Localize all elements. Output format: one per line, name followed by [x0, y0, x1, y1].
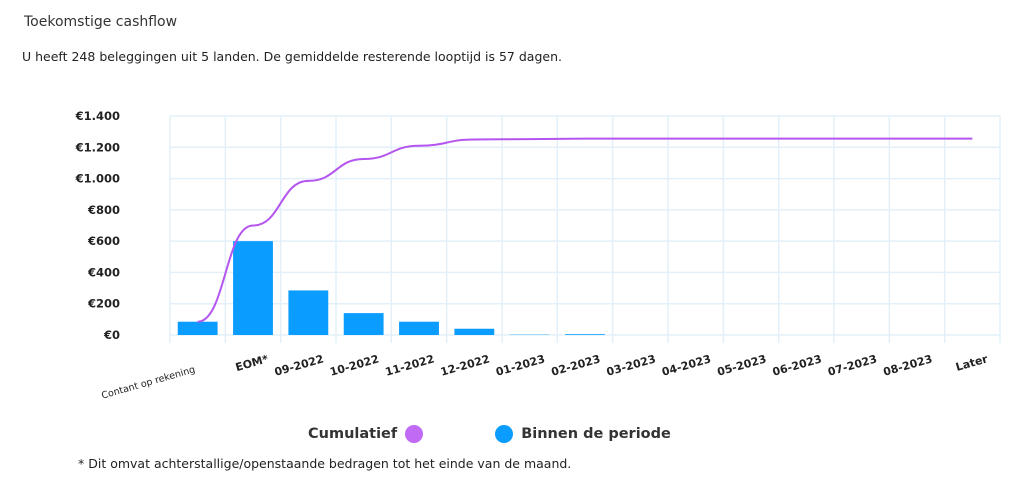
- y-tick-label: €1.000: [75, 172, 120, 186]
- legend-period-label: Binnen de periode: [521, 426, 671, 442]
- bar-binnen-de-periode: [399, 321, 439, 335]
- bar-binnen-de-periode: [454, 328, 495, 335]
- legend-period-dot: [495, 425, 514, 443]
- x-tick-label: Later: [954, 352, 989, 374]
- bar-binnen-de-periode: [233, 241, 273, 335]
- legend-period[interactable]: Binnen de periode: [495, 425, 671, 443]
- y-tick-label: €600: [87, 234, 120, 248]
- x-tick-label: Contant op rekening: [100, 364, 196, 401]
- x-tick-label: EOM*: [234, 352, 270, 374]
- legend-cumulative-label: Cumulatief: [308, 426, 398, 442]
- x-tick-label: 02-2023: [550, 352, 602, 378]
- x-tick-label: 09-2022: [273, 352, 325, 378]
- bar-binnen-de-periode: [288, 290, 329, 335]
- y-tick-label: €1.400: [75, 109, 120, 123]
- x-tick-label: 04-2023: [660, 352, 712, 378]
- x-tick-label: 12-2022: [439, 352, 491, 378]
- x-tick-label: 03-2023: [605, 352, 657, 378]
- legend-cumulative[interactable]: Cumulatief: [308, 425, 424, 443]
- y-tick-label: €800: [87, 203, 120, 217]
- x-tick-label: 01-2023: [494, 352, 546, 378]
- bar-binnen-de-periode: [565, 334, 605, 335]
- chart-legend: Cumulatief Binnen de periode: [308, 425, 671, 443]
- bar-binnen-de-periode: [177, 321, 218, 335]
- x-tick-label: 05-2023: [716, 352, 768, 378]
- footnote: * Dit omvat achterstallige/openstaande b…: [78, 456, 572, 471]
- x-tick-label: 08-2023: [882, 352, 934, 378]
- bar-binnen-de-periode: [343, 313, 384, 335]
- line-cumulatief: [197, 137, 973, 323]
- summary-text: U heeft 248 beleggingen uit 5 landen. De…: [22, 49, 562, 64]
- x-tick-label: 10-2022: [328, 352, 380, 378]
- y-tick-label: €0: [103, 328, 120, 342]
- y-tick-label: €1.200: [75, 140, 120, 154]
- y-tick-label: €200: [87, 297, 120, 311]
- legend-cumulative-dot: [405, 425, 424, 443]
- x-tick-label: 06-2023: [771, 352, 823, 378]
- x-tick-label: 07-2023: [826, 352, 878, 378]
- x-tick-label: 11-2022: [384, 352, 436, 378]
- page-title: Toekomstige cashflow: [24, 14, 178, 30]
- y-tick-label: €400: [87, 265, 120, 279]
